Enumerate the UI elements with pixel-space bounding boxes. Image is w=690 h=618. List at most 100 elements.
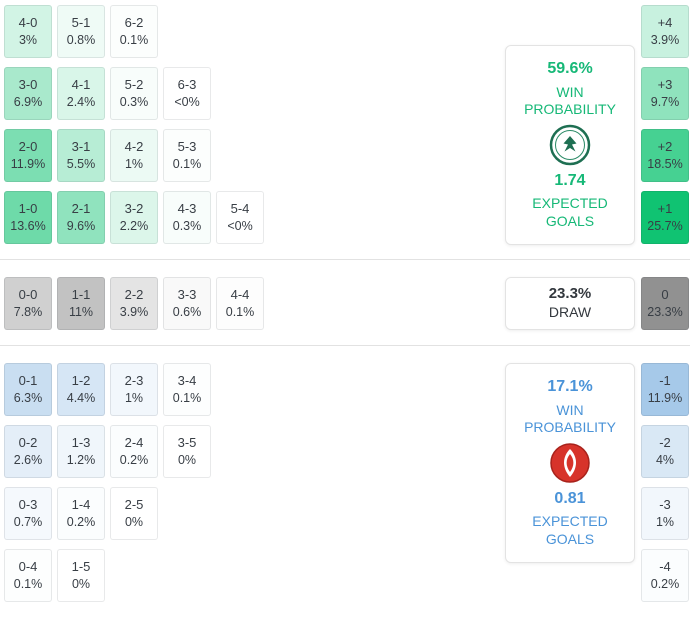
score-cell-3-5: 3-5 0% [163,425,211,478]
probability-label: 0.1% [225,304,255,319]
away-win-probability-label: WIN PROBABILITY [524,401,616,436]
probability-label: 11% [68,304,94,319]
score-cell-6-2: 6-2 0.1% [110,5,158,58]
probability-label: 25.7% [647,218,683,233]
home-win-probability-label: WIN PROBABILITY [524,83,616,118]
score-cell-0-1: 0-1 6.3% [4,363,52,416]
score-cell-1-1: 1-1 11% [57,277,105,330]
probability-label: 2.2% [119,218,149,233]
probability-label: 0% [71,576,91,591]
score-cell-4-1: 4-1 2.4% [57,67,105,120]
score-row: 0-2 2.6% 1-3 1.2% 2-4 0.2% 3-5 0% [4,425,211,478]
score-label: 0 [661,287,669,303]
score-label: 0-2 [18,435,38,451]
probability-label: 3.9% [119,304,149,319]
probability-label: 0.7% [13,514,43,529]
score-label: 4-0 [18,15,38,31]
antalyaspor-crest-icon [549,442,591,484]
probability-label: 0.2% [66,514,96,529]
probability-label: 3.9% [650,32,680,47]
score-row: 0-4 0.1% 1-5 0% [4,549,211,602]
probability-label: <0% [174,94,200,109]
score-row: 3-0 6.9% 4-1 2.4% 5-2 0.3% 6-3 <0% [4,67,264,120]
score-label: +1 [657,201,673,217]
score-label: 0-3 [18,497,38,513]
score-cell-4-0: 4-0 3% [4,5,52,58]
probability-label: 23.3% [647,304,683,319]
probability-label: 3% [18,32,38,47]
home-expected-goals-label: EXPECTED GOALS [532,195,608,229]
draw-probability: 23.3% [548,285,592,303]
probability-label: 0.3% [172,218,202,233]
score-label: 0-0 [18,287,38,303]
score-label: 0-1 [18,373,38,389]
probability-label: 0% [177,452,197,467]
score-row: 0-0 7.8% 1-1 11% 2-2 3.9% 3-3 0.6% 4-4 0.1% [4,277,264,330]
score-row: 0-1 6.3% 1-2 4.4% 2-3 1% 3-4 0.1% [4,363,211,416]
score-row: 4-0 3% 5-1 0.8% 6-2 0.1% [4,5,264,58]
score-label: 2-2 [124,287,144,303]
score-cell-2-3: 2-3 1% [110,363,158,416]
goal-diff-cell--1: -1 11.9% [641,363,689,416]
goal-difference-column: +4 3.9% +3 9.7% +2 18.5% +1 25.7% 0 23.3% -1 11.9% -… [641,0,689,618]
probability-label: 1% [124,390,144,405]
score-label: 2-0 [18,139,38,155]
probability-label: 11.9% [647,390,683,405]
probability-label: 0.1% [172,156,202,171]
score-cell-3-4: 3-4 0.1% [163,363,211,416]
home-win-probability: 59.6% [547,60,593,77]
score-cell-3-1: 3-1 5.5% [57,129,105,182]
score-label: 0-4 [18,559,38,575]
score-cell-2-4: 2-4 0.2% [110,425,158,478]
section-divider [0,259,690,260]
home-win-score-grid: 4-0 3% 5-1 0.8% 6-2 0.1% 3-0 6.9% 4-1 2.4% 5-2 0.3%… [4,5,264,253]
probability-label: 7.8% [13,304,43,319]
probability-label: 4.4% [66,390,96,405]
probability-label: 0.8% [66,32,96,47]
score-row: 0-3 0.7% 1-4 0.2% 2-5 0% [4,487,211,540]
probability-label: 9.6% [66,218,96,233]
away-win-score-grid: 0-1 6.3% 1-2 4.4% 2-3 1% 3-4 0.1% 0-2 2.6% 1-3 1.2%… [4,363,211,611]
probability-label: 0.2% [119,452,149,467]
score-cell-2-5: 2-5 0% [110,487,158,540]
score-label: 1-1 [71,287,91,303]
score-label: 4-1 [71,77,91,93]
score-label: 4-2 [124,139,144,155]
score-cell-2-2: 2-2 3.9% [110,277,158,330]
score-cell-5-1: 5-1 0.8% [57,5,105,58]
score-label: 1-2 [71,373,91,389]
probability-label: 2.4% [66,94,96,109]
score-label: 1-0 [18,201,38,217]
probability-label: 1% [124,156,144,171]
score-cell-1-5: 1-5 0% [57,549,105,602]
score-cell-2-0: 2-0 11.9% [4,129,52,182]
score-cell-4-3: 4-3 0.3% [163,191,211,244]
score-label: 6-3 [177,77,197,93]
score-label: 5-3 [177,139,197,155]
probability-label: 1.2% [66,452,96,467]
score-label: 6-2 [124,15,144,31]
away-expected-goals-label: EXPECTED GOALS [532,513,608,547]
score-cell-5-3: 5-3 0.1% [163,129,211,182]
probability-label: 18.5% [647,156,683,171]
goal-diff-cell-+3: +3 9.7% [641,67,689,120]
score-label: 4-4 [230,287,250,303]
score-label: -1 [659,373,671,389]
probability-label: <0% [227,218,253,233]
goal-diff-cell--2: -2 4% [641,425,689,478]
score-cell-0-0: 0-0 7.8% [4,277,52,330]
probability-label: 0% [124,514,144,529]
probability-label: 0.1% [119,32,149,47]
score-cell-5-2: 5-2 0.3% [110,67,158,120]
goal-diff-cell-+2: +2 18.5% [641,129,689,182]
probability-label: 13.6% [10,218,46,233]
score-label: 3-1 [71,139,91,155]
score-label: 2-1 [71,201,91,217]
score-cell-3-2: 3-2 2.2% [110,191,158,244]
score-cell-6-3: 6-3 <0% [163,67,211,120]
score-cell-2-1: 2-1 9.6% [57,191,105,244]
score-row: 2-0 11.9% 3-1 5.5% 4-2 1% 5-3 0.1% [4,129,264,182]
score-label: 1-3 [71,435,91,451]
away-win-summary-card: 17.1% WIN PROBABILITY 0.81 EXPECTED GOAL… [505,363,635,563]
score-label: +2 [657,139,673,155]
